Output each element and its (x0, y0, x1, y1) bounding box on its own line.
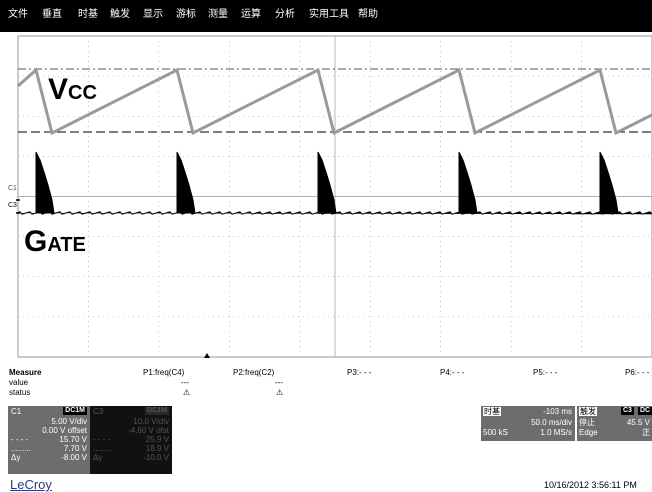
menu-vertical[interactable]: 垂直 (42, 9, 62, 20)
measure-row-status: status (9, 388, 31, 397)
gate-trace-label: GATE (24, 225, 86, 258)
measure-row-value: value (9, 378, 29, 387)
channel1-delta-label: Δy (11, 453, 21, 462)
lecroy-logo: LeCroy (10, 477, 52, 492)
timebase-title: 时基 (483, 407, 501, 416)
channel1-offset: 0.00 V offset (42, 426, 87, 435)
warning-icon: ⚠ (276, 388, 284, 397)
channel1-cursor2: 7.70 V (63, 444, 87, 453)
menu-cursors[interactable]: 游标 (176, 9, 196, 20)
cursor2-dot-icon: ......... (93, 444, 114, 453)
channel1-coupling-badge: DC1M (63, 407, 87, 415)
trigger-slope: 正 (642, 428, 650, 437)
timebase-rate: 1.0 MS/s (540, 428, 572, 437)
menu-display[interactable]: 显示 (143, 9, 163, 20)
measure-p2-value: --- (275, 378, 283, 387)
channel1-delta: -8.00 V (61, 453, 87, 462)
timebase-samples: 500 kS (483, 428, 508, 437)
trigger-level: 45.5 V (626, 418, 650, 427)
trigger-box[interactable]: 触发 C3 DC 停止 45.5 V Edge 正 (577, 406, 652, 441)
trigger-mode: 停止 (579, 418, 595, 427)
channel1-vdiv: 5.00 V/div (51, 417, 87, 426)
trigger-title: 触发 (579, 407, 597, 416)
channel1-box[interactable]: C1 DC1M 5.00 V/div 0.00 V offset - - - -… (8, 406, 90, 474)
measure-p5-label[interactable]: P5:- - - (533, 368, 558, 377)
cursor2-dot-icon: ......... (11, 444, 32, 453)
warning-icon: ⚠ (183, 388, 191, 397)
datetime-stamp: 10/16/2012 3:56:11 PM (544, 480, 637, 490)
menu-trigger[interactable]: 触发 (110, 9, 130, 20)
menu-help[interactable]: 帮助 (358, 9, 378, 20)
trigger-type: Edge (579, 428, 598, 437)
vcc-trace (17, 67, 652, 136)
channel3-coupling-badge: DC1M (145, 407, 169, 415)
channel3-delta: -10.0 V (143, 453, 169, 462)
measure-p2-label[interactable]: P2:freq(C2) (233, 368, 275, 377)
channel3-name: C3 (93, 407, 104, 416)
vcc-trace-label: VCC (48, 73, 97, 106)
channel3-vdiv: 10.0 V/div (133, 417, 169, 426)
trigger-channel-badge: C3 (621, 407, 634, 415)
measure-title: Measure (9, 368, 42, 377)
measure-p1-label[interactable]: P1:freq(C4) (143, 368, 185, 377)
menu-math[interactable]: 运算 (241, 9, 261, 20)
menu-utilities[interactable]: 实用工具 (309, 9, 349, 20)
trigger-position-marker (204, 353, 210, 358)
cursor1-dash-icon: - - - - (93, 435, 111, 444)
timebase-box[interactable]: 时基 -103 ms 50.0 ms/div 500 kS 1.0 MS/s (481, 406, 575, 441)
channel1-name: C1 (11, 407, 22, 416)
channel1-cursor1: 15.70 V (59, 435, 87, 444)
waveform-display[interactable] (0, 32, 652, 368)
channel3-box[interactable]: C3 DC1M 10.0 V/div -4.60 V ofst - - - - … (90, 406, 172, 474)
measure-p6-label[interactable]: P6:- - - (625, 368, 650, 377)
channel-marker-c3: C3 (8, 202, 17, 209)
gate-trace (17, 151, 652, 215)
menu-file[interactable]: 文件 (8, 9, 28, 20)
measure-p3-label[interactable]: P3:- - - (347, 368, 372, 377)
measure-p1-value: --- (181, 378, 189, 387)
trigger-coupling-badge: DC (638, 407, 652, 415)
channel3-cursor2: 18.9 V (145, 444, 169, 453)
menu-timebase[interactable]: 时基 (78, 9, 98, 20)
timebase-tdiv: 50.0 ms/div (531, 418, 572, 427)
graticule-grid (17, 35, 652, 358)
menu-measure[interactable]: 测量 (208, 9, 228, 20)
menu-analysis[interactable]: 分析 (275, 9, 295, 20)
channel3-delta-label: Δy (93, 453, 103, 462)
channel3-offset: -4.60 V ofst (128, 426, 169, 435)
timebase-delay: -103 ms (543, 407, 572, 416)
measure-p4-label[interactable]: P4:- - - (440, 368, 465, 377)
channel-marker-c1: C1 (8, 185, 17, 192)
menu-bar: 文件 垂直 时基 触发 显示 游标 测量 运算 分析 实用工具 帮助 (0, 0, 652, 32)
cursor1-dash-icon: - - - - (11, 435, 29, 444)
channel3-cursor1: 25.9 V (145, 435, 169, 444)
